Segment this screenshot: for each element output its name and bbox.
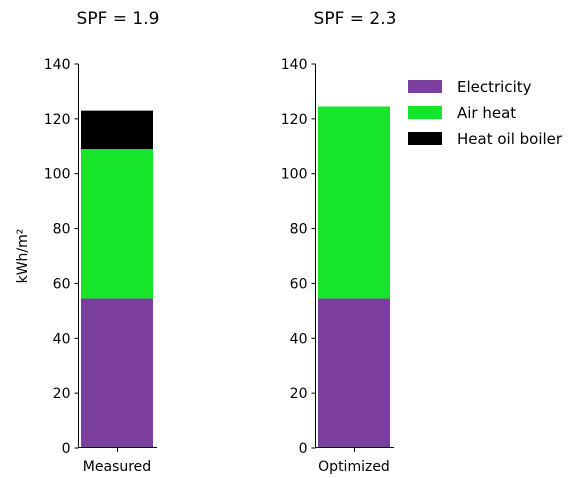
y-tick-label-optimized-60: 60 (290, 276, 308, 292)
y-tick-label-optimized-120: 120 (281, 112, 308, 128)
y-tick-label-measured-100: 100 (44, 167, 71, 183)
bar-measured-heat-oil-boiler (81, 110, 153, 150)
legend: Electricity Air heat Heat oil boiler (408, 78, 563, 148)
y-axis-ticks-optimized: 0 20 40 60 80 100 120 140 (281, 57, 316, 457)
y-tick-label-optimized-20: 20 (290, 386, 308, 402)
y-axis-label: kWh/m² (15, 229, 31, 284)
x-tick-label-measured: Measured (83, 459, 151, 475)
legend-label-electricity: Electricity (457, 78, 532, 96)
y-tick-label-optimized-0: 0 (299, 441, 308, 457)
panel-title-optimized: SPF = 2.3 (314, 9, 397, 29)
y-axis-ticks-measured: 0 20 40 60 80 100 120 140 (44, 57, 79, 457)
bar-stack-optimized (318, 106, 390, 448)
y-tick-label-optimized-40: 40 (290, 331, 308, 347)
legend-swatch-air-heat (408, 106, 442, 119)
panel-measured: SPF = 1.9 0 20 40 60 80 100 120 140 Measured (44, 9, 160, 475)
panel-title-measured: SPF = 1.9 (77, 9, 160, 29)
legend-label-air-heat: Air heat (457, 104, 516, 122)
y-tick-label-measured-60: 60 (53, 276, 71, 292)
legend-swatch-heat-oil-boiler (408, 132, 442, 145)
bar-optimized-air-heat (318, 106, 390, 299)
y-tick-label-optimized-80: 80 (290, 222, 308, 238)
bar-optimized-electricity (318, 298, 390, 448)
bar-measured-electricity (81, 298, 153, 448)
y-tick-label-optimized-140: 140 (281, 57, 308, 73)
legend-swatch-electricity (408, 80, 442, 93)
y-tick-label-measured-40: 40 (53, 331, 71, 347)
x-tick-label-optimized: Optimized (318, 459, 390, 475)
legend-label-heat-oil-boiler: Heat oil boiler (457, 130, 563, 148)
y-tick-label-measured-20: 20 (53, 386, 71, 402)
y-tick-label-optimized-100: 100 (281, 167, 308, 183)
y-tick-label-measured-140: 140 (44, 57, 71, 73)
y-tick-label-measured-0: 0 (62, 441, 71, 457)
bar-measured-air-heat (81, 149, 153, 299)
panel-optimized: SPF = 2.3 0 20 40 60 80 100 120 140 Optimized (281, 9, 397, 475)
y-tick-label-measured-80: 80 (53, 222, 71, 238)
bar-stack-measured (81, 110, 153, 448)
y-tick-label-measured-120: 120 (44, 112, 71, 128)
